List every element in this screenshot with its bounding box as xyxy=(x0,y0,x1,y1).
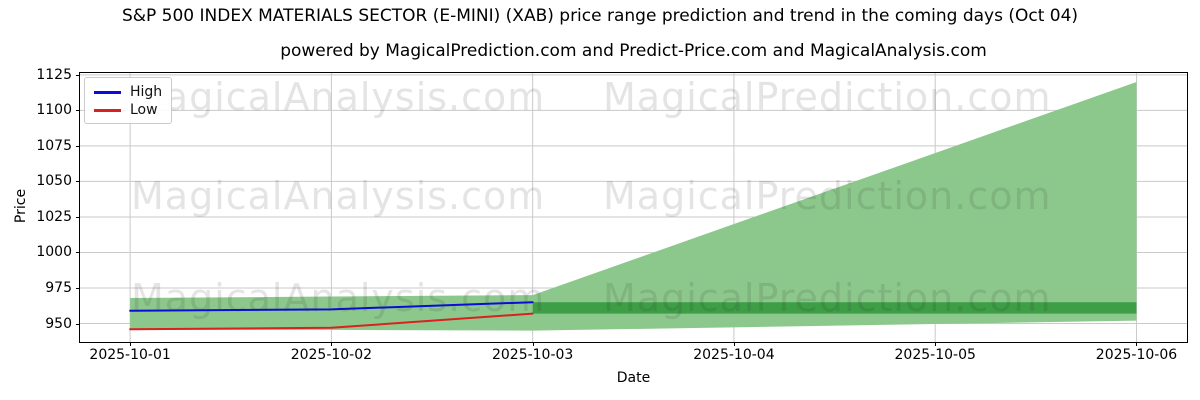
y-tick-mark xyxy=(76,323,80,325)
legend-label-high: High xyxy=(130,84,163,100)
y-axis-label: Price xyxy=(13,188,29,224)
x-tick-label: 2025-10-01 xyxy=(89,347,171,363)
x-tick-label: 2025-10-02 xyxy=(290,347,373,363)
x-tick-label: 2025-10-03 xyxy=(491,347,574,363)
high-line-swatch xyxy=(94,90,121,94)
high-line xyxy=(129,301,534,312)
x-tick-mark xyxy=(935,342,937,346)
x-tick-label: 2025-10-06 xyxy=(1095,347,1178,363)
x-tick-label: 2025-10-04 xyxy=(693,347,775,363)
low-line xyxy=(129,312,534,331)
x-tick-mark xyxy=(733,342,735,346)
x-tick-mark xyxy=(1136,342,1138,346)
x-axis-label: Date xyxy=(616,370,651,386)
plot-area xyxy=(79,72,1188,343)
chart-subtitle: powered by MagicalPrediction.com and Pre… xyxy=(280,41,987,61)
x-tick-label: 2025-10-05 xyxy=(894,347,976,363)
y-tick-mark xyxy=(76,74,80,76)
legend-label-low: Low xyxy=(130,102,158,118)
legend-item-low: Low xyxy=(94,101,162,119)
y-tick-label: 1000 xyxy=(36,244,72,261)
trend-band-area xyxy=(532,302,1137,314)
y-tick-label: 1125 xyxy=(36,66,72,83)
y-tick-mark xyxy=(76,288,80,289)
y-tick-label: 1050 xyxy=(36,173,72,190)
y-tick-label: 950 xyxy=(45,315,72,332)
y-tick-label: 975 xyxy=(45,280,72,296)
y-tick-label: 1100 xyxy=(36,102,72,119)
y-tick-label: 1025 xyxy=(36,208,72,225)
x-tick-mark xyxy=(331,342,333,346)
low-line-swatch xyxy=(94,108,121,112)
x-tick-mark xyxy=(130,342,132,346)
y-tick-mark xyxy=(76,110,80,112)
prediction-range-area xyxy=(130,81,1137,331)
plot-canvas xyxy=(80,73,1187,342)
chart-title: S&P 500 INDEX MATERIALS SECTOR (E-MINI) … xyxy=(121,6,1079,26)
y-tick-mark xyxy=(76,145,80,147)
y-tick-mark xyxy=(76,181,80,183)
y-tick-label: 1075 xyxy=(36,137,72,154)
legend-box: High Low xyxy=(84,77,173,124)
y-tick-mark xyxy=(76,252,80,254)
legend-item-high: High xyxy=(94,83,162,101)
y-tick-mark xyxy=(76,216,80,218)
x-tick-mark xyxy=(532,342,534,346)
